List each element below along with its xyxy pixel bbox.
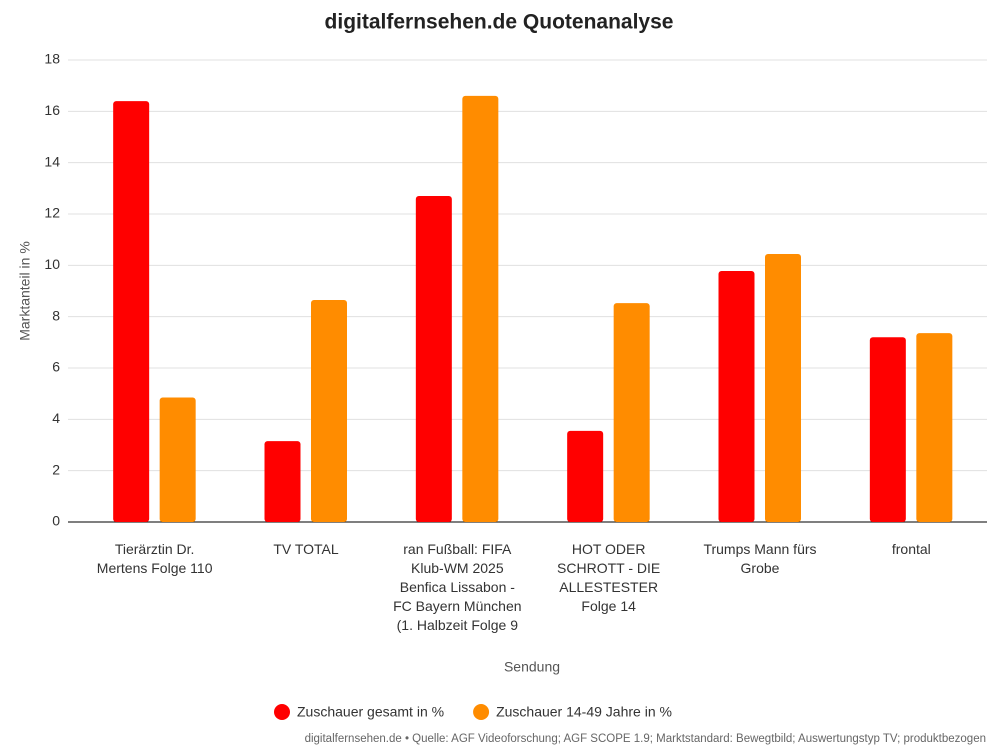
x-tick-label: HOT ODER SCHROTT - DIE ALLESTESTER Folge… — [557, 541, 661, 614]
bar — [613, 303, 650, 522]
bar — [916, 333, 953, 522]
x-tick-label: Tierärztin Dr. Mertens Folge 110 — [96, 541, 213, 576]
legend-marker — [274, 704, 290, 720]
bar — [765, 254, 801, 523]
y-tick-label: 8 — [52, 307, 60, 323]
legend-marker — [473, 704, 490, 720]
bar — [567, 430, 604, 522]
source: digitalfernsehen.de • Quelle: AGF Videof… — [305, 733, 986, 745]
legend-label: Zuschauer gesamt in % — [297, 704, 444, 720]
y-tick-label: 4 — [52, 410, 60, 426]
x-tick-label: frontal — [891, 541, 931, 557]
x-tick-label: ran Fußball: FIFA Klub-WM 2025 Benfica L… — [393, 541, 522, 633]
bar — [264, 441, 301, 522]
bar — [869, 337, 906, 522]
x-tick-label: Trumps Mann fürs Grobe — [703, 541, 817, 576]
bar — [718, 270, 755, 522]
y-tick-label: 6 — [52, 359, 60, 375]
y-tick-label: 12 — [44, 205, 60, 221]
legend-label: Zuschauer 14-49 Jahre in % — [496, 704, 672, 720]
bar — [159, 397, 196, 522]
bar — [415, 196, 452, 523]
y-tick-label: 2 — [52, 461, 60, 477]
chart-title: digitalfernsehen.de Quotenanalyse — [325, 11, 674, 34]
bar — [113, 101, 150, 523]
bar — [462, 95, 499, 522]
y-axis-label: Marktanteil in % — [17, 241, 33, 341]
bar — [311, 299, 347, 522]
y-tick-label: 10 — [44, 256, 60, 272]
y-tick-label: 0 — [52, 513, 60, 529]
y-tick-label: 14 — [44, 153, 60, 169]
x-tick-label: TV TOTAL — [273, 541, 339, 557]
y-tick-label: 16 — [44, 102, 60, 118]
x-axis-label: Sendung — [504, 659, 560, 675]
y-tick-label: 18 — [44, 51, 60, 67]
